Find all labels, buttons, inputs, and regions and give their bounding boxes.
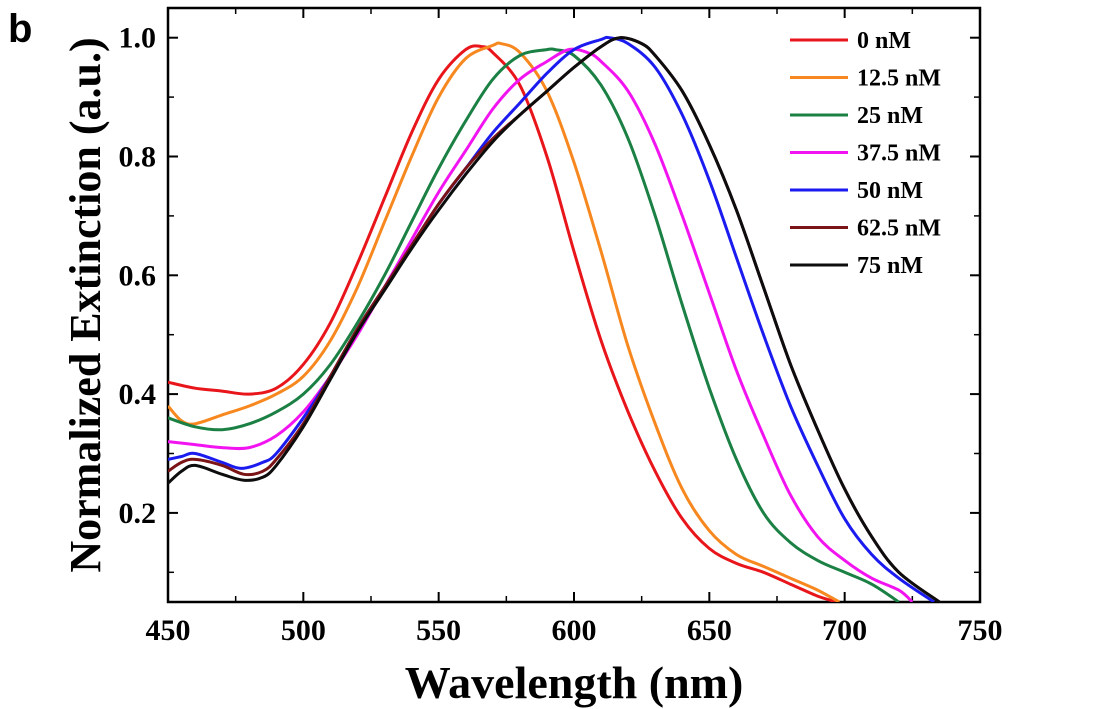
legend-label-0: 0 nM (857, 28, 911, 54)
series-line-1 (168, 41, 841, 602)
series-line-3 (168, 47, 914, 602)
legend: 0 nM 12.5 nM 25 nM 37.5 nM 50 nM 62.5 nM 75 nM (790, 28, 941, 279)
legend-label-4: 50 nM (857, 178, 923, 204)
x-tick-label: 600 (552, 614, 597, 647)
x-axis-title: Wavelength (nm) (405, 657, 744, 708)
series-line-5 (168, 36, 941, 602)
y-tick-label: 0.4 (119, 378, 157, 411)
x-tick-label: 750 (958, 614, 1003, 647)
series-line-0 (168, 44, 837, 602)
y-tick-label: 0.6 (119, 259, 157, 292)
panel-label: b (8, 7, 32, 51)
x-tick-label: 650 (687, 614, 732, 647)
series-line-6 (168, 36, 941, 602)
y-tick-label: 0.2 (119, 497, 157, 530)
legend-label-6: 75 nM (857, 253, 923, 279)
series-line-4 (168, 35, 935, 602)
legend-label-2: 25 nM (857, 103, 923, 129)
legend-label-3: 37.5 nM (857, 141, 941, 167)
y-tick-label: 0.8 (119, 141, 157, 174)
legend-label-1: 12.5 nM (857, 66, 941, 92)
x-tick-label: 450 (146, 614, 191, 647)
legend-label-5: 62.5 nM (857, 216, 941, 242)
series-line-2 (168, 47, 900, 602)
y-tick-label: 1.0 (119, 22, 157, 55)
x-tick-label: 500 (281, 614, 326, 647)
x-tick-label: 550 (416, 614, 461, 647)
axis-ticks: 450 500 550 600 650 700 750 0.2 0.4 0.6 0.8 1.0 (119, 8, 1003, 647)
series-group (168, 35, 941, 602)
y-axis-title: Normalized Extinction (a.u.) (61, 37, 110, 572)
x-tick-label: 700 (822, 614, 867, 647)
